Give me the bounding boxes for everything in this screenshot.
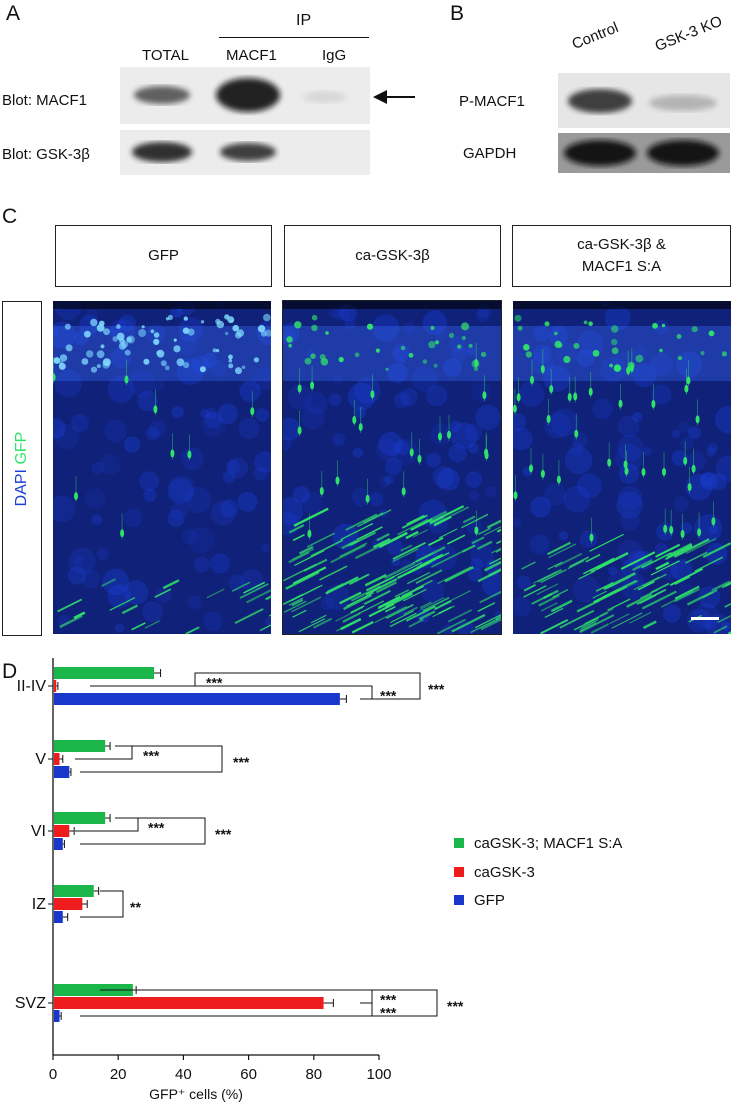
bar <box>54 898 83 910</box>
significance-bracket <box>80 745 223 773</box>
arrow-icon <box>373 90 415 104</box>
bar <box>54 984 133 996</box>
significance-label: *** <box>148 820 165 836</box>
significance-label: *** <box>380 688 397 704</box>
panel-b-label: B <box>450 2 465 25</box>
bar <box>54 667 155 679</box>
legend-label: caGSK-3 <box>474 864 535 881</box>
lane-ko-label: GSK-3 KO <box>652 12 725 55</box>
x-tick-label: 60 <box>240 1066 257 1083</box>
category-label: IZ <box>32 896 46 913</box>
significance-bracket <box>198 672 421 700</box>
legend-label: caGSK-3; MACF1 S:A <box>474 835 622 852</box>
blot-macf1-label: Blot: MACF1 <box>2 92 88 109</box>
legend-swatch <box>454 838 464 848</box>
lane-control-label: Control <box>569 19 621 54</box>
blot-gsk-image <box>120 130 370 175</box>
blot-gapdh-image <box>558 133 730 173</box>
legend-swatch <box>454 895 464 905</box>
blot-macf1-image <box>120 67 370 124</box>
legend-label: GFP <box>474 892 505 909</box>
legend-swatch <box>454 867 464 877</box>
significance-bracket <box>80 817 206 845</box>
bar <box>54 812 106 824</box>
x-tick-label: 0 <box>49 1066 57 1083</box>
bar <box>54 911 63 923</box>
micrograph-gfp <box>53 301 271 634</box>
lane-total-label: TOTAL <box>142 47 189 64</box>
significance-label: *** <box>447 998 464 1014</box>
significance-label: *** <box>215 826 232 842</box>
condition-ca-label: ca-GSK-3β <box>355 247 430 264</box>
x-axis-title: GFP⁺ cells (%) <box>149 1086 243 1102</box>
lane-macf1-label: MACF1 <box>226 47 277 64</box>
significance-label: *** <box>380 992 397 1008</box>
panel-a-label: A <box>6 2 21 25</box>
x-tick-label: 40 <box>175 1066 192 1083</box>
bar <box>54 1010 60 1022</box>
panel-d-label: D <box>2 660 18 683</box>
micrograph-ca-gsk <box>282 300 502 635</box>
ip-header: IP <box>296 12 312 29</box>
row-pmacf1-label: P-MACF1 <box>459 93 525 110</box>
significance-label: *** <box>428 681 445 697</box>
significance-label: ** <box>130 899 141 915</box>
ip-underline <box>219 37 369 38</box>
category-label: SVZ <box>15 995 46 1012</box>
condition-gfp-box: GFP <box>55 225 272 287</box>
x-tick-label: 100 <box>366 1066 391 1083</box>
x-tick-label: 20 <box>110 1066 127 1083</box>
condition-ca-macf1-line1: ca-GSK-3β & <box>577 236 666 253</box>
bar <box>54 766 70 778</box>
bar <box>54 825 70 837</box>
blot-gsk-label: Blot: GSK-3β <box>2 146 90 163</box>
bar <box>54 680 57 692</box>
condition-gfp-label: GFP <box>148 247 179 264</box>
condition-ca-box: ca-GSK-3β <box>284 225 501 287</box>
significance-label: *** <box>233 754 250 770</box>
row-gapdh-label: GAPDH <box>463 145 517 162</box>
panel-c-label: C <box>2 205 18 228</box>
significance-bracket <box>80 989 438 1017</box>
bar <box>54 885 94 897</box>
significance-bracket <box>80 890 124 918</box>
significance-label: *** <box>143 748 160 764</box>
condition-ca-macf1-line2: MACF1 S:A <box>581 258 662 275</box>
x-tick-label: 80 <box>305 1066 322 1083</box>
lane-igg-label: IgG <box>322 47 347 64</box>
bar-chart: 0 20 40 60 80 100 GFP⁺ cells (%) II-IV V VI IZ SVZ *… <box>15 658 622 1102</box>
significance-label: *** <box>380 1005 397 1021</box>
bar <box>54 693 340 705</box>
bar <box>54 753 60 765</box>
micrograph-ca-gsk-macf1 <box>513 301 731 634</box>
scale-bar <box>691 617 719 620</box>
condition-ca-macf1-box: ca-GSK-3β & MACF1 S:A <box>512 225 731 287</box>
category-label: II-IV <box>17 678 47 695</box>
stain-label-box: DAPI GFP <box>2 301 42 636</box>
significance-label: *** <box>206 675 223 691</box>
bar <box>54 838 63 850</box>
category-label: V <box>35 751 46 768</box>
blot-pmacf1-image <box>558 73 730 128</box>
bar <box>54 740 106 752</box>
stain-gfp-label: GFP <box>13 431 30 465</box>
category-label: VI <box>31 823 46 840</box>
stain-dapi-label: DAPI <box>13 468 30 506</box>
bar <box>54 997 324 1009</box>
